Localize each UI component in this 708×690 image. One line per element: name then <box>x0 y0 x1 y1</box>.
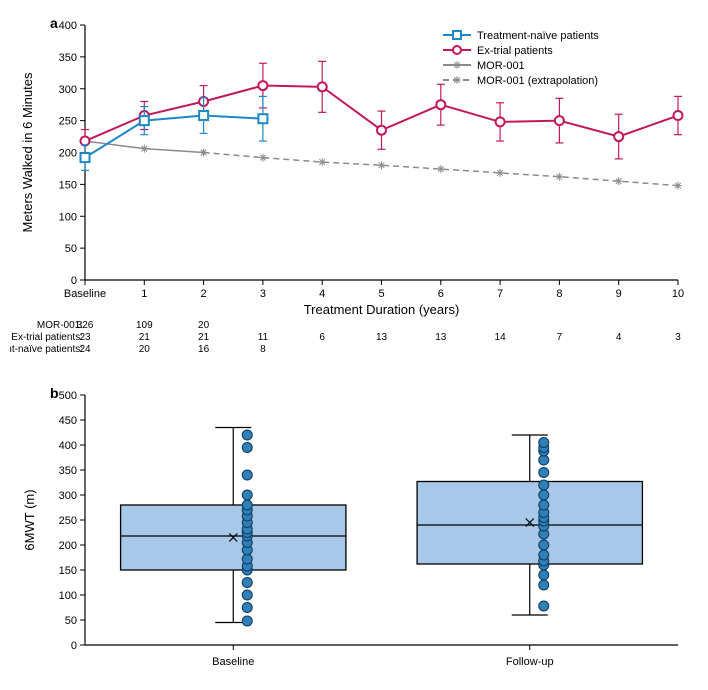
data-point <box>242 603 252 613</box>
count-row-label: Treatment-naïve patients: <box>10 344 83 355</box>
count-value: 21 <box>139 332 151 343</box>
count-value: 7 <box>557 332 563 343</box>
y-axis-title: 6MWT (m) <box>22 489 37 550</box>
data-point <box>539 438 549 448</box>
x-tick-label: 6 <box>438 288 444 300</box>
legend-item: MOR-001 (extrapolation) <box>477 75 598 87</box>
count-row-label: Ex-trial patients: <box>11 332 83 343</box>
x-tick-label: Follow-up <box>506 656 554 668</box>
count-value: 13 <box>376 332 388 343</box>
x-tick-label: 5 <box>378 288 384 300</box>
y-tick-label: 250 <box>59 116 77 128</box>
x-tick-label: 7 <box>497 288 503 300</box>
y-tick-label: 350 <box>59 465 77 477</box>
y-tick-label: 400 <box>59 20 77 32</box>
data-point <box>242 616 252 626</box>
count-value: 20 <box>198 320 210 331</box>
legend-item: Treatment-naïve patients <box>477 30 599 42</box>
y-tick-label: 500 <box>59 390 77 402</box>
y-tick-label: 450 <box>59 415 77 427</box>
x-tick-label: Baseline <box>212 656 254 668</box>
count-value: 326 <box>77 320 94 331</box>
y-tick-label: 150 <box>59 565 77 577</box>
y-axis-title: Meters Walked in 6 Minutes <box>20 72 35 232</box>
count-value: 23 <box>79 332 91 343</box>
panel-b-label: b <box>50 385 59 401</box>
x-tick-label: 2 <box>201 288 207 300</box>
x-tick-label: 4 <box>319 288 325 300</box>
x-tick-label: Baseline <box>64 288 106 300</box>
count-value: 3 <box>675 332 681 343</box>
data-point <box>242 500 252 510</box>
x-tick-label: 8 <box>556 288 562 300</box>
y-tick-label: 300 <box>59 84 77 96</box>
x-tick-label: 3 <box>260 288 266 300</box>
count-value: 16 <box>198 344 210 355</box>
y-tick-label: 300 <box>59 490 77 502</box>
panel-a-label: a <box>50 15 58 31</box>
y-tick-label: 200 <box>59 148 77 160</box>
count-value: 24 <box>79 344 91 355</box>
x-tick-label: 1 <box>141 288 147 300</box>
count-value: 109 <box>136 320 153 331</box>
data-point <box>539 500 549 510</box>
y-tick-label: 50 <box>65 615 77 627</box>
count-value: 6 <box>319 332 325 343</box>
y-tick-label: 150 <box>59 179 77 191</box>
count-value: 11 <box>258 332 269 343</box>
count-value: 4 <box>616 332 622 343</box>
data-point <box>539 580 549 590</box>
data-point <box>539 601 549 611</box>
data-point <box>539 570 549 580</box>
legend-item: Ex-trial patients <box>477 45 553 57</box>
y-tick-label: 350 <box>59 52 77 64</box>
data-point <box>539 540 549 550</box>
y-tick-label: 100 <box>59 590 77 602</box>
data-point <box>242 490 252 500</box>
data-point <box>539 550 549 560</box>
y-tick-label: 0 <box>71 640 77 652</box>
x-tick-label: 9 <box>616 288 622 300</box>
data-point <box>242 430 252 440</box>
y-tick-label: 250 <box>59 515 77 527</box>
data-point <box>539 468 549 478</box>
y-tick-label: 400 <box>59 440 77 452</box>
count-value: 8 <box>260 344 266 355</box>
data-point <box>242 590 252 600</box>
y-tick-label: 200 <box>59 540 77 552</box>
y-tick-label: 50 <box>65 243 77 255</box>
y-tick-label: 100 <box>59 211 77 223</box>
x-axis-title: Treatment Duration (years) <box>304 302 460 317</box>
count-value: 14 <box>495 332 507 343</box>
count-value: 20 <box>139 344 151 355</box>
data-point <box>539 490 549 500</box>
panel-b-chart: b 0 50 100 150 200 250 300 350 400 450 500 6MWT (m) B… <box>10 380 698 680</box>
data-point <box>539 480 549 490</box>
data-point <box>242 470 252 480</box>
panel-a-chart: a 0 50 100 150 200 250 300 350 400 Meters Walked i… <box>10 10 698 380</box>
legend-item: MOR-001 <box>477 60 525 72</box>
y-tick-label: 0 <box>71 275 77 287</box>
count-value: 13 <box>435 332 447 343</box>
x-tick-label: 10 <box>672 288 684 300</box>
data-point <box>242 443 252 453</box>
data-point <box>242 578 252 588</box>
count-value: 21 <box>198 332 210 343</box>
